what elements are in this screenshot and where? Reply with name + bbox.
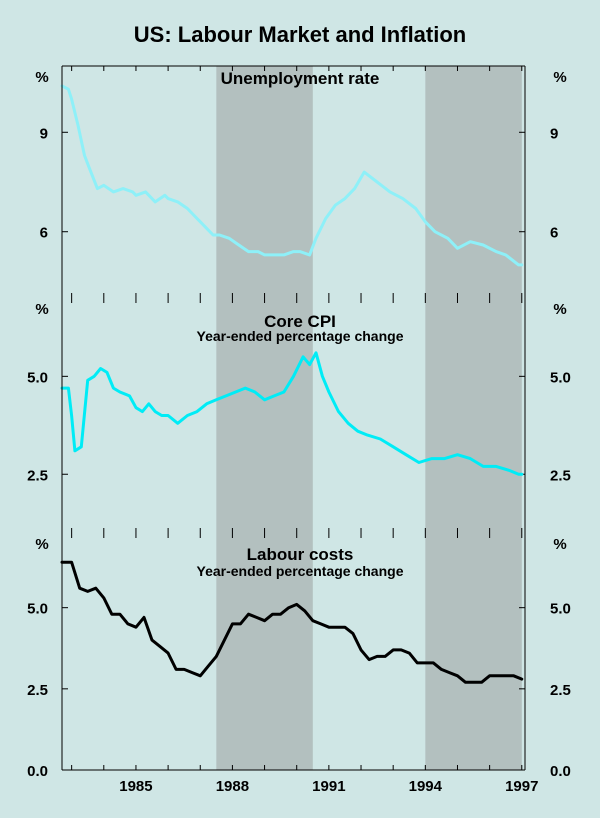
recession-shading-1-1 [216, 66, 313, 298]
y-tick-label-right: 5.0 [550, 601, 571, 618]
unit-label-left: % [35, 69, 48, 86]
y-tick-label-right: 6 [550, 225, 558, 242]
series-line-2 [60, 351, 524, 476]
panel-subtitle: Year-ended percentage change [197, 563, 404, 579]
x-tick-label: 1994 [409, 778, 443, 795]
series-line-3 [60, 560, 524, 684]
y-tick-label-right: 9 [550, 125, 558, 142]
y-tick-label-left: 5.0 [27, 369, 48, 386]
unit-label-left: % [35, 536, 48, 553]
y-tick-label-right: 0.0 [550, 763, 571, 780]
recession-shading-2-1 [216, 298, 313, 533]
recession-shading-2-2 [425, 298, 522, 533]
y-tick-label-right: 2.5 [550, 467, 571, 484]
series-line-1 [60, 84, 524, 267]
recession-shading-3-1 [216, 533, 313, 770]
panel-title: Unemployment rate [221, 69, 380, 88]
unit-label-right: % [553, 536, 566, 553]
panel-title: Core CPI [264, 312, 336, 331]
y-tick-label-left: 5.0 [27, 601, 48, 618]
x-tick-label: 1997 [505, 778, 538, 795]
y-tick-label-left: 6 [40, 225, 48, 242]
y-tick-label-left: 2.5 [27, 682, 48, 699]
y-tick-label-left: 2.5 [27, 467, 48, 484]
panel-subtitle: Year-ended percentage change [197, 328, 404, 344]
y-tick-label-right: 2.5 [550, 682, 571, 699]
recession-shading-3-2 [425, 533, 522, 770]
chart-title: US: Labour Market and Inflation [134, 22, 466, 47]
x-tick-label: 1985 [119, 778, 152, 795]
y-tick-label-left: 0.0 [27, 763, 48, 780]
unit-label-right: % [553, 69, 566, 86]
x-tick-label: 1988 [216, 778, 249, 795]
unit-label-left: % [35, 301, 48, 318]
y-tick-label-right: 5.0 [550, 369, 571, 386]
panel-title: Labour costs [247, 545, 354, 564]
unit-label-right: % [553, 301, 566, 318]
x-tick-label: 1991 [312, 778, 345, 795]
y-tick-label-left: 9 [40, 125, 48, 142]
recession-shading-1-2 [425, 66, 522, 298]
